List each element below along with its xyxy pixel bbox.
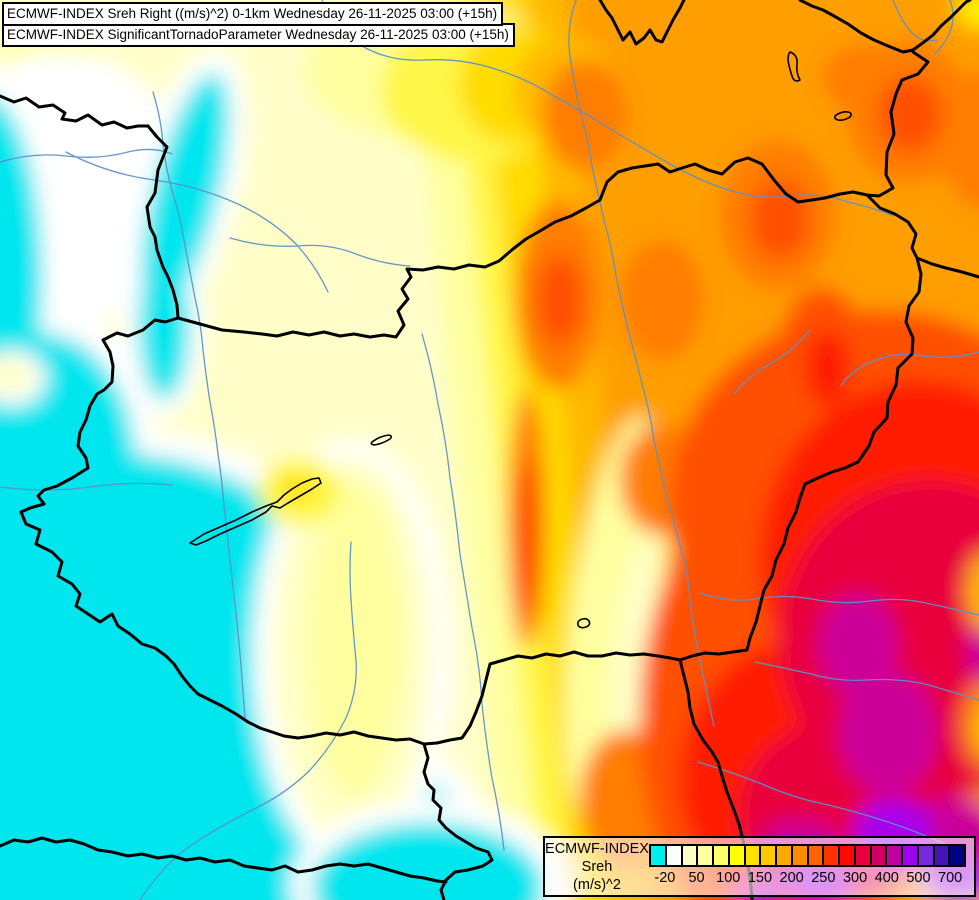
legend-swatch — [840, 844, 856, 867]
border-line — [422, 742, 494, 900]
border-line — [145, 124, 180, 320]
river-line — [840, 351, 979, 387]
legend: ECMWF-INDEX Sreh (m/s)^2 -20 50 100 150 200 2… — [543, 836, 976, 897]
legend-swatch — [777, 844, 793, 867]
legend-bar-wrap: -20 50 100 150 200 250 300 400 500 700 — [649, 844, 966, 895]
legend-tick: 300 — [842, 870, 868, 886]
legend-tick: 400 — [874, 870, 899, 886]
legend-swatch — [950, 844, 966, 867]
lake-outlines — [189, 51, 852, 629]
border-line — [0, 836, 448, 884]
legend-ticks: -20 50 100 150 200 250 300 400 500 700 — [649, 867, 966, 887]
lake-balaton-outline — [189, 477, 322, 546]
border-line — [19, 316, 682, 746]
river-line — [152, 91, 246, 719]
legend-swatch — [792, 844, 809, 867]
border-line — [798, 0, 972, 54]
border-line — [598, 0, 686, 46]
legend-swatch — [903, 844, 919, 867]
legend-parameter: Sreh — [581, 858, 613, 875]
title-bar-line-2: ECMWF-INDEX SignificantTornadoParameter … — [2, 23, 515, 47]
legend-swatch — [729, 844, 746, 867]
river-line — [699, 592, 979, 616]
river-line — [933, 0, 954, 55]
river-line — [139, 541, 357, 900]
legend-swatch — [761, 844, 777, 867]
border-line — [176, 156, 869, 339]
title-text-1: ECMWF-INDEX Sreh Right ((m/s)^2) 0-1km W… — [7, 6, 498, 21]
legend-color-bar — [649, 844, 966, 867]
legend-tick: 500 — [906, 870, 931, 886]
legend-swatch — [808, 844, 825, 867]
legend-label: ECMWF-INDEX Sreh (m/s)^2 — [545, 838, 649, 895]
border-line — [0, 94, 150, 130]
legend-swatch — [918, 844, 935, 867]
legend-tick: 150 — [747, 870, 773, 886]
small-lake-outline — [576, 617, 591, 629]
small-lake-outline — [787, 51, 801, 82]
small-lake-outline — [370, 434, 393, 446]
legend-swatch — [887, 844, 903, 867]
border-line — [678, 256, 923, 662]
legend-swatch — [649, 844, 667, 867]
legend-swatch — [871, 844, 888, 867]
title-text-2: ECMWF-INDEX SignificantTornadoParameter … — [7, 27, 509, 42]
legend-tick: -20 — [654, 870, 676, 886]
river-line — [65, 151, 329, 293]
legend-tick: 700 — [938, 870, 963, 886]
legend-swatch — [934, 844, 951, 867]
small-lake-outline — [834, 111, 852, 121]
border-line — [865, 50, 930, 198]
river-line — [733, 329, 811, 395]
legend-swatch — [855, 844, 872, 867]
river-line — [229, 237, 411, 267]
river-line — [0, 148, 173, 163]
legend-swatch — [666, 844, 683, 867]
border-line — [865, 193, 979, 279]
legend-swatch — [824, 844, 840, 867]
legend-swatch — [714, 844, 730, 867]
river-line — [568, 0, 715, 727]
river-line — [892, 0, 938, 42]
river-line — [0, 482, 173, 491]
legend-tick: 250 — [811, 870, 836, 886]
title-bar-line-1: ECMWF-INDEX Sreh Right ((m/s)^2) 0-1km W… — [2, 2, 504, 26]
legend-swatch — [745, 844, 762, 867]
legend-swatch — [698, 844, 714, 867]
river-line — [754, 661, 979, 701]
legend-units: (m/s)^2 — [573, 876, 621, 893]
river-line — [321, 0, 895, 217]
legend-tick: 50 — [688, 870, 705, 886]
legend-model: ECMWF-INDEX — [545, 840, 649, 857]
river-line — [697, 761, 948, 846]
legend-swatch — [682, 844, 699, 867]
river-line — [421, 333, 505, 851]
legend-tick: 200 — [779, 870, 804, 886]
legend-tick: 100 — [716, 870, 741, 886]
